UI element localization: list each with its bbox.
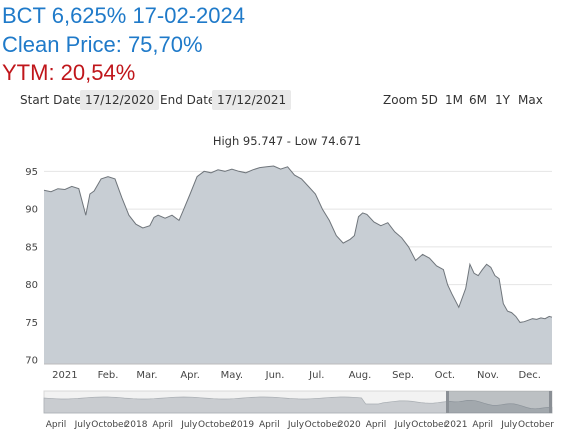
zoom-6m-button[interactable]: 6M — [469, 93, 487, 107]
end-date-input[interactable]: 17/12/2021 — [212, 90, 292, 110]
navigator-tick-label: 2020 — [338, 420, 361, 430]
navigator-tick-label: 2021 — [445, 420, 468, 430]
y-tick-label: 95 — [25, 167, 38, 178]
navigator-tick-label: April — [46, 420, 67, 430]
zoom-1m-button[interactable]: 1M — [445, 93, 463, 107]
navigator-tick-label: 2019 — [231, 420, 254, 430]
price-area — [44, 166, 552, 364]
bond-title: BCT 6,625% 17-02-2024 — [2, 3, 245, 28]
navigator-tick-label: July — [180, 420, 198, 430]
navigator-tick-label: October — [518, 420, 554, 430]
range-controls: Start Date 17/12/2020 End Date 17/12/202… — [0, 90, 574, 112]
start-date-input[interactable]: 17/12/2020 — [80, 90, 160, 110]
navigator-right-handle[interactable] — [549, 391, 552, 413]
x-tick-label: Feb. — [98, 370, 119, 381]
start-date-label: Start Date — [20, 93, 82, 107]
zoom-1y-button[interactable]: 1Y — [495, 93, 510, 107]
navigator-series — [43, 396, 553, 414]
navigator-tick-label: October — [411, 420, 447, 430]
price-line — [43, 165, 553, 323]
y-axis: 70 75 80 85 90 95 — [25, 167, 38, 367]
navigator-tick-label: October — [91, 420, 127, 430]
y-tick-label: 70 — [25, 356, 38, 367]
x-tick-label: Dec. — [518, 370, 541, 381]
navigator-left-handle[interactable] — [446, 391, 449, 413]
navigator-tick-label: 2018 — [125, 420, 148, 430]
navigator-tick-label: April — [152, 420, 173, 430]
navigator-tick-label: April — [366, 420, 387, 430]
y-tick-label: 85 — [25, 242, 38, 253]
x-tick-label: Apr. — [180, 370, 200, 381]
x-tick-label: May. — [221, 370, 243, 381]
end-date-label: End Date — [160, 93, 216, 107]
navigator-tick-label: October — [305, 420, 341, 430]
navigator-tick-label: July — [74, 420, 92, 430]
navigator-tick-label: July — [500, 420, 518, 430]
y-tick-label: 80 — [25, 280, 38, 291]
x-tick-label: 2021 — [52, 370, 77, 381]
clean-price: Clean Price: 75,70% — [2, 32, 203, 57]
x-axis: 2021 Feb. Mar. Apr. May. Jun. Jul. Aug. Sep. Oct.… — [44, 363, 552, 381]
x-tick-label: Mar. — [136, 370, 157, 381]
navigator-tick-label: July — [394, 420, 412, 430]
y-tick-label: 90 — [25, 205, 38, 216]
zoom-max-button[interactable]: Max — [518, 93, 543, 107]
navigator-tick-label: April — [259, 420, 280, 430]
zoom-5d-button[interactable]: 5D — [421, 93, 438, 107]
x-tick-label: Sep. — [392, 370, 414, 381]
navigator-tick-label: October — [198, 420, 234, 430]
ytm-value: YTM: 20,54% — [2, 60, 136, 85]
x-tick-label: Aug. — [349, 370, 372, 381]
x-tick-label: Nov. — [477, 370, 499, 381]
x-tick-label: Jul. — [308, 370, 324, 381]
navigator-tick-label: April — [472, 420, 493, 430]
navigator-tick-label: July — [287, 420, 305, 430]
x-tick-label: Oct. — [435, 370, 455, 381]
y-tick-label: 75 — [25, 318, 38, 329]
chart-title: High 95.747 - Low 74.671 — [212, 134, 362, 148]
x-tick-label: Jun. — [265, 370, 285, 381]
zoom-label: Zoom : — [383, 93, 426, 107]
navigator-selection[interactable] — [447, 391, 551, 413]
